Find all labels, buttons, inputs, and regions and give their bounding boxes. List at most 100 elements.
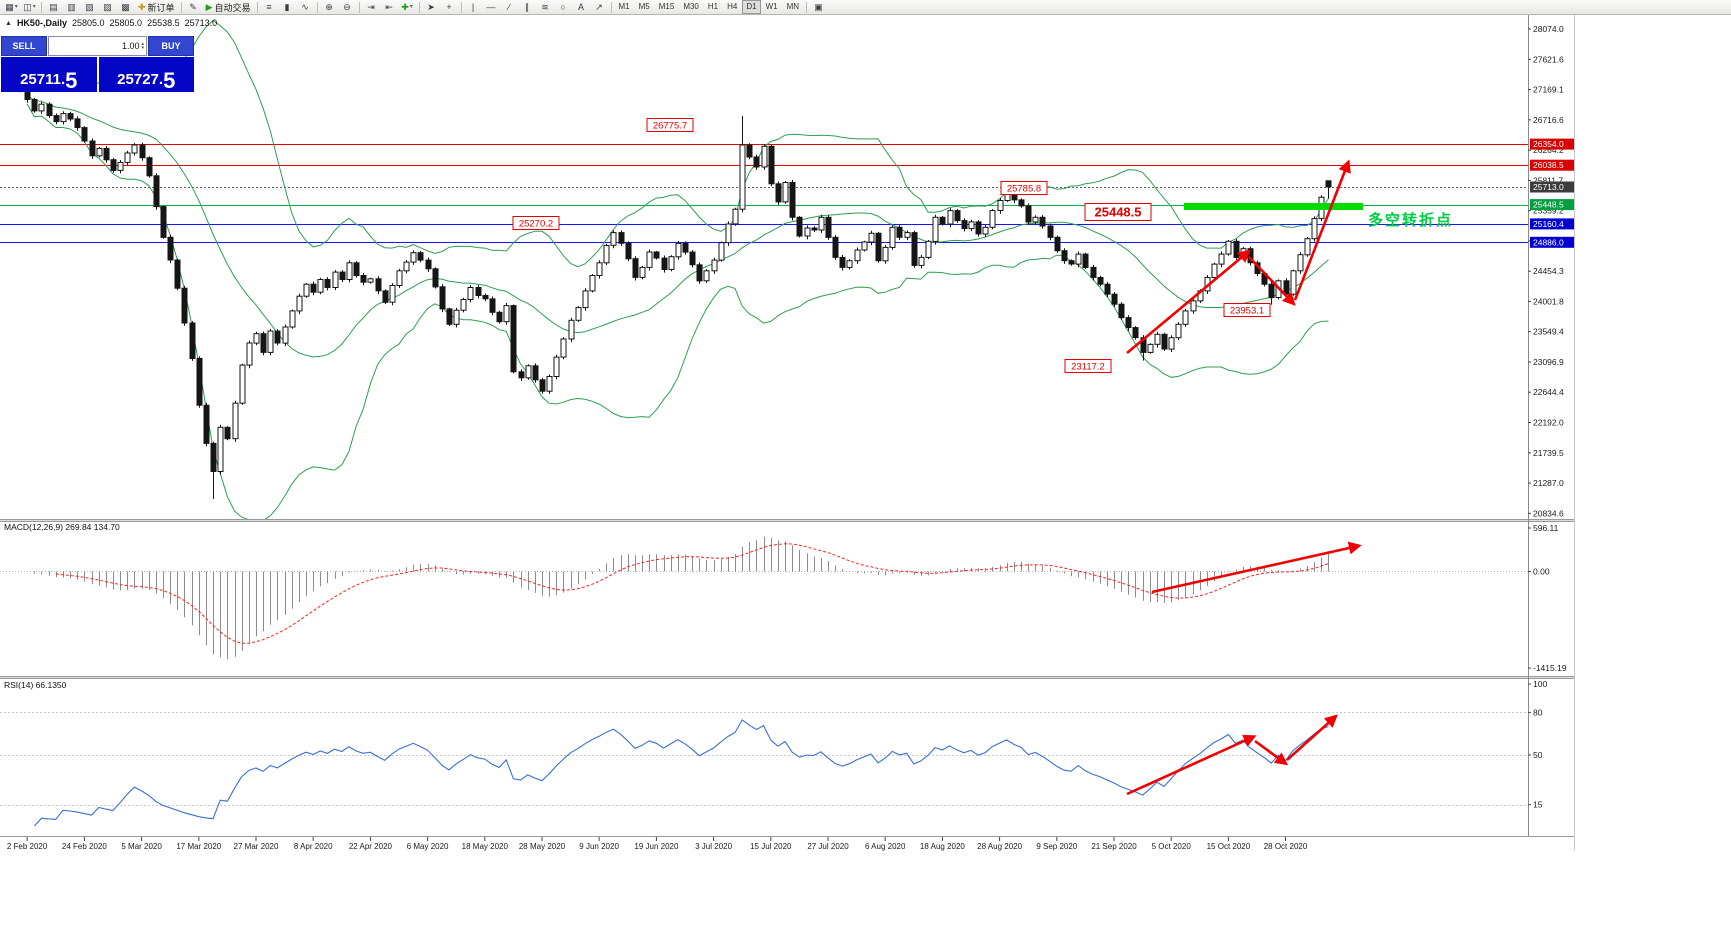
- timeframe-w1-button[interactable]: W1: [765, 2, 778, 11]
- indicators-button[interactable]: ✚ ▾: [399, 1, 416, 14]
- window-tile-button[interactable]: ▣: [810, 1, 827, 14]
- text-button[interactable]: A: [573, 1, 590, 14]
- bar-chart-button[interactable]: ≡: [261, 1, 278, 14]
- svg-text:24886.0: 24886.0: [1533, 237, 1564, 247]
- line-chart-button[interactable]: ∿: [297, 1, 314, 14]
- axis-price-box-26354.0: [1530, 138, 1574, 150]
- svg-text:26775.7: 26775.7: [653, 121, 687, 132]
- new-chart-button[interactable]: ▦ ▾: [3, 1, 20, 14]
- svg-text:18 Aug 2020: 18 Aug 2020: [920, 842, 965, 851]
- svg-text:24001.8: 24001.8: [1533, 296, 1564, 306]
- text-icon: A: [577, 1, 584, 12]
- strategy-tester-button[interactable]: ▩: [117, 1, 134, 14]
- auto-scroll-button[interactable]: ⇥: [363, 1, 380, 14]
- bb-middle: [26, 94, 1329, 358]
- quantity-up-button[interactable]: ▴: [141, 41, 144, 47]
- vertical-line-button[interactable]: |: [465, 1, 482, 14]
- quantity-input[interactable]: 1.00 ▴ ▾: [48, 36, 147, 56]
- open-value: 25805.0: [71, 18, 105, 28]
- trend-arrow-rsi[interactable]: [1254, 739, 1289, 766]
- fibonacci-button[interactable]: ≋: [537, 1, 554, 14]
- svg-text:50: 50: [1533, 750, 1543, 760]
- trend-arrow-main[interactable]: [1126, 249, 1251, 354]
- svg-text:18 May 2020: 18 May 2020: [462, 842, 509, 851]
- svg-text:24454.3: 24454.3: [1533, 266, 1564, 276]
- horizontal-line-button[interactable]: —: [483, 1, 500, 14]
- chart-annotations[interactable]: 26775.7 25785.8 25448.5 25270.2 23953.1 23117…: [512, 118, 1453, 796]
- svg-text:27 Jul 2020: 27 Jul 2020: [807, 842, 849, 851]
- svg-text:25785.8: 25785.8: [1007, 184, 1041, 195]
- trend-arrow-main[interactable]: [1293, 159, 1351, 301]
- shapes-button[interactable]: ○: [555, 1, 572, 14]
- timeframe-mn-button[interactable]: MN: [786, 2, 800, 11]
- svg-text:0.00: 0.00: [1533, 567, 1550, 577]
- sell-price-big-digit: 5: [65, 68, 78, 93]
- price-annotation-box[interactable]: [1064, 359, 1112, 373]
- rsi-plot: [0, 712, 1528, 827]
- timeframe-d1-button[interactable]: D1: [742, 0, 761, 14]
- price-annotation-box[interactable]: [1223, 303, 1271, 317]
- profiles-button[interactable]: ◫ ▾: [21, 1, 38, 14]
- price-annotation-box[interactable]: [646, 118, 694, 132]
- channel-button[interactable]: ∥: [519, 1, 536, 14]
- sell-price-main: 25711.: [20, 71, 66, 88]
- strategy-tester-icon: ▩: [121, 1, 130, 12]
- zoom-out-button[interactable]: ⊖: [339, 1, 356, 14]
- candlestick-chart-button[interactable]: ▮: [279, 1, 296, 14]
- svg-text:6 Aug 2020: 6 Aug 2020: [865, 842, 906, 851]
- new-order-button[interactable]: ✚ 新订单: [135, 1, 178, 14]
- price-annotation-box[interactable]: [512, 216, 560, 230]
- trend-arrow-main[interactable]: [1248, 256, 1296, 306]
- navigator-button[interactable]: ▧: [81, 1, 98, 14]
- timeframe-h1-button[interactable]: H1: [707, 2, 719, 11]
- price-annotation-box[interactable]: [1000, 181, 1048, 195]
- time-axis[interactable]: 2 Feb 2020 24 Feb 2020 5 Mar 2020 17 Mar 20…: [7, 837, 1308, 851]
- trend-arrow-rsi[interactable]: [1126, 734, 1257, 796]
- svg-text:25448.5: 25448.5: [1533, 200, 1564, 210]
- trendline-button[interactable]: ∕: [501, 1, 518, 14]
- trend-arrow-macd[interactable]: [1151, 541, 1362, 594]
- timeframe-m30-button[interactable]: M30: [683, 2, 699, 11]
- cursor-button[interactable]: ➤: [423, 1, 440, 14]
- data-window-button[interactable]: ▥: [63, 1, 80, 14]
- timeframe-m1-button[interactable]: M1: [618, 2, 630, 11]
- arrow-object-button[interactable]: ↗: [591, 1, 608, 14]
- buy-price-display[interactable]: 25727. 5: [98, 57, 194, 92]
- timeframe-m15-button[interactable]: M15: [658, 2, 675, 11]
- chart-ohlc-header: ▲ HK50-,Daily 25805.0 25805.0 25538.5 25…: [5, 18, 217, 28]
- rsi-indicator-label: RSI(14) 66.1350: [4, 680, 67, 690]
- quantity-down-button[interactable]: ▾: [141, 45, 144, 51]
- autotrading-button[interactable]: ▶ 自动交易: [203, 1, 254, 14]
- crosshair-button[interactable]: +: [441, 1, 458, 14]
- terminal-button[interactable]: ▨: [99, 1, 116, 14]
- arrow-object-icon: ↗: [595, 1, 603, 12]
- svg-text:15 Jul 2020: 15 Jul 2020: [750, 842, 792, 851]
- svg-text:25270.2: 25270.2: [519, 219, 553, 230]
- timeframe-h4-button[interactable]: H4: [727, 2, 738, 11]
- timeframe-m5-button[interactable]: M5: [638, 2, 650, 11]
- sell-button[interactable]: SELL: [1, 36, 47, 56]
- buy-button[interactable]: BUY: [148, 36, 194, 56]
- support-zone-bar[interactable]: [1184, 203, 1363, 210]
- horizontal-line-icon: —: [486, 1, 496, 12]
- profiles-icon: ◫: [23, 1, 32, 12]
- svg-text:80: 80: [1533, 707, 1543, 717]
- line-chart-icon: ∿: [301, 1, 309, 12]
- price-annotation-box[interactable]: [1084, 203, 1152, 221]
- low-value: 25538.5: [147, 18, 180, 28]
- price-axis[interactable]: 28074.0 27621.6 27169.1 26716.6 26264.2 25811…: [1528, 24, 1574, 810]
- market-watch-button[interactable]: ▤: [45, 1, 62, 14]
- svg-text:5 Mar 2020: 5 Mar 2020: [121, 842, 162, 851]
- metaeditor-button[interactable]: ✎: [185, 1, 202, 14]
- toolbar: ▦ ▾ ◫ ▾ ▤ ▥ ▧ ▨ ▩ ✚ 新订单 ✎ ▶ 自动交易 ≡ ▮ ∿ ⊕ ⊖ ⇥ ⇤ ✚ ▾ ➤ + | — ∕ ∥ ≋ ○ A ↗ M1…: [0, 0, 1731, 15]
- trend-arrow-rsi[interactable]: [1286, 714, 1338, 761]
- zoom-in-button[interactable]: ⊕: [321, 1, 338, 14]
- svg-text:28 Aug 2020: 28 Aug 2020: [977, 842, 1022, 851]
- chart-shift-button[interactable]: ⇤: [381, 1, 398, 14]
- one-click-trading-panel: SELL 1.00 ▴ ▾ BUY 25711. 5 25727. 5: [1, 36, 194, 92]
- svg-text:15: 15: [1533, 800, 1543, 810]
- sell-price-display[interactable]: 25711. 5: [1, 57, 97, 92]
- turning-point-note[interactable]: 多空转折点: [1368, 211, 1453, 229]
